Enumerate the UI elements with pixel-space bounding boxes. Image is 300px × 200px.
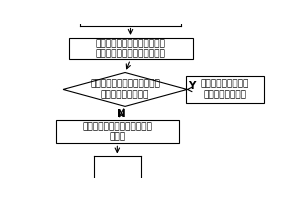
Bar [68,38,193,59]
Polygon shape [63,73,187,106]
Text: 两次线路潮流和两次节点电压
均处于稳定运行范围: 两次线路潮流和两次节点电压 均处于稳定运行范围 [90,80,160,99]
Text: Y: Y [189,81,196,91]
Bar [56,120,178,143]
Text: N: N [117,109,126,119]
Bar [186,76,264,103]
Text: 目标时刻电网运行存在静态安
全风险: 目标时刻电网运行存在静态安 全风险 [82,122,152,142]
Text: 根据目标时刻新能源功率预测
上下限分别进行两次潮流计算: 根据目标时刻新能源功率预测 上下限分别进行两次潮流计算 [96,39,165,58]
Text: 目标时刻电网运行不
存在静态安全风险: 目标时刻电网运行不 存在静态安全风险 [201,80,249,99]
